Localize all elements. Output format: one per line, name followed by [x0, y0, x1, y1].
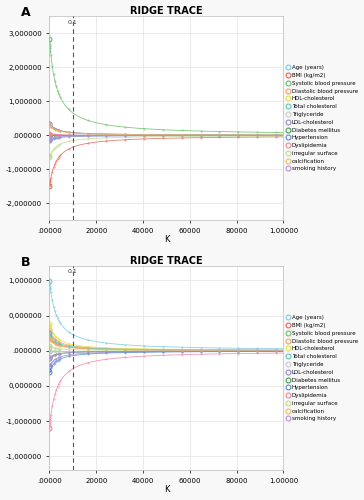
X-axis label: K: K — [164, 486, 169, 494]
Text: 0.1: 0.1 — [68, 20, 78, 25]
Legend: Age (years), BMI (kg/m2), Systolic blood pressure, Diastolic blood pressure, HDL: Age (years), BMI (kg/m2), Systolic blood… — [286, 316, 358, 422]
Text: B: B — [21, 256, 31, 269]
Legend: Age (years), BMI (kg/m2), Systolic blood pressure, Diastolic blood pressure, HDL: Age (years), BMI (kg/m2), Systolic blood… — [286, 66, 358, 172]
Title: RIDGE TRACE: RIDGE TRACE — [130, 6, 203, 16]
Title: RIDGE TRACE: RIDGE TRACE — [130, 256, 203, 266]
Text: 0.1: 0.1 — [68, 269, 78, 274]
Text: A: A — [21, 6, 31, 19]
X-axis label: K: K — [164, 236, 169, 244]
